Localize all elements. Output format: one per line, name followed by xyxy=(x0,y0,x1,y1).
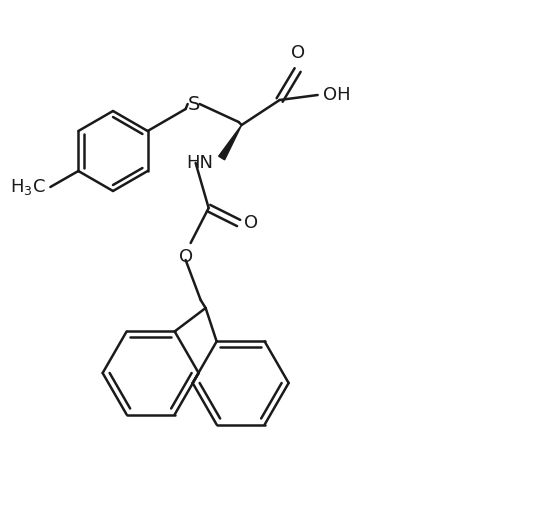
Text: OH: OH xyxy=(323,86,350,104)
Text: $\mathregular{H_3C}$: $\mathregular{H_3C}$ xyxy=(9,177,45,197)
Text: O: O xyxy=(290,44,305,62)
Polygon shape xyxy=(219,125,241,160)
Text: HN: HN xyxy=(186,154,213,172)
Text: S: S xyxy=(188,95,200,113)
Text: O: O xyxy=(244,214,258,232)
Text: O: O xyxy=(179,248,192,266)
